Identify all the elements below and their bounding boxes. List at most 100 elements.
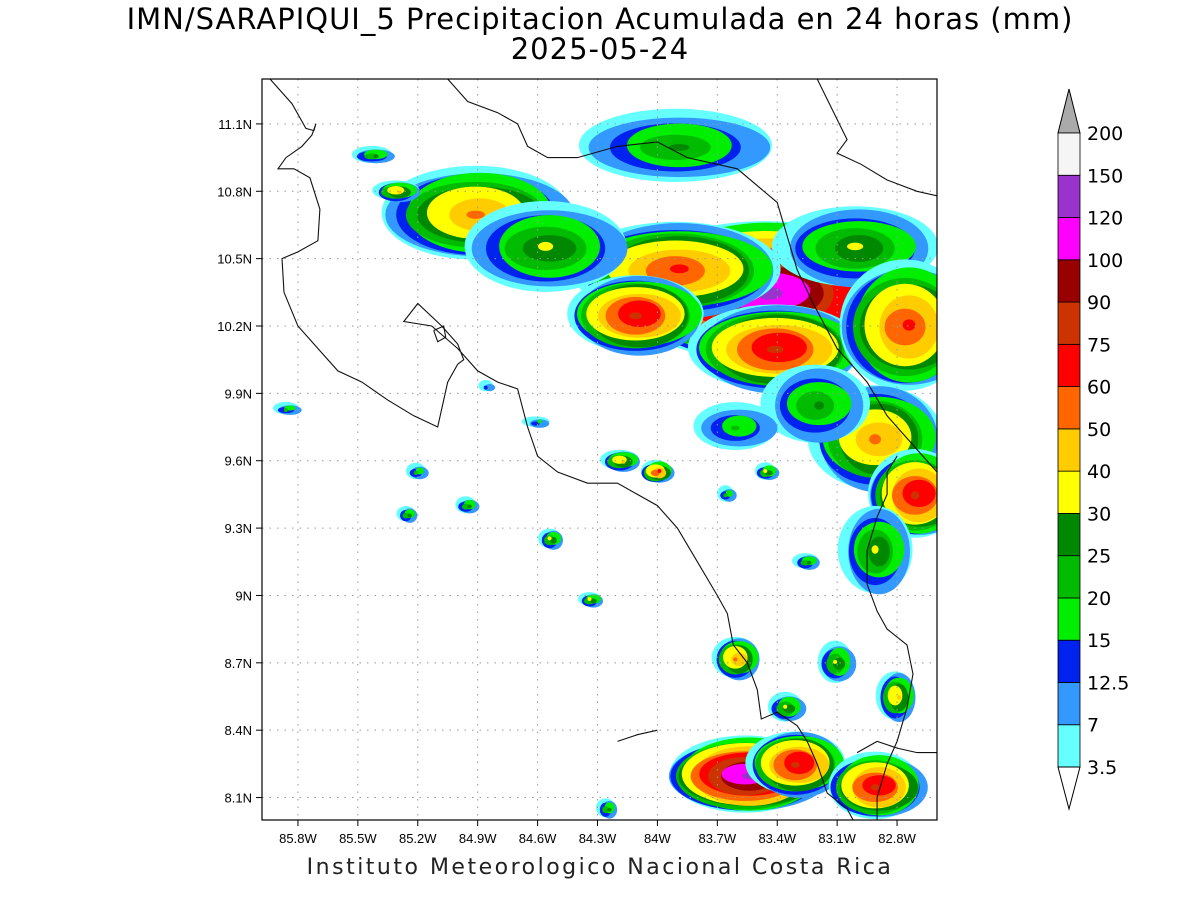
rain-cell — [693, 402, 778, 451]
colorbar-legend: 3.5 7 12.5 15 20 25 30 40 50 60 75 90 100 120 150 200 — [1057, 88, 1129, 811]
rain-cell — [567, 275, 704, 356]
coastline — [617, 729, 658, 742]
colorbar-segment — [1057, 597, 1081, 641]
rain-cell — [875, 671, 916, 722]
lat-tick-label: 9.6N — [225, 454, 252, 469]
rain-contour — [402, 512, 410, 519]
map-date: 2025-05-24 — [510, 32, 690, 66]
rain-contour — [902, 479, 936, 508]
rain-contour — [733, 657, 738, 662]
rain-cell — [792, 553, 820, 570]
rain-contour — [871, 545, 879, 554]
lon-tick-label: 83.7W — [699, 831, 737, 846]
map-title: IMN/SARAPIQUI_5 Precipitacion Acumulada … — [126, 2, 1074, 36]
colorbar-segment — [1057, 555, 1081, 599]
latitude-axis: 11.1N 10.8N 10.5N 10.2N 9.9N 9.6N 9.3N 9N 8.7N 8.… — [217, 117, 262, 806]
lat-tick-label: 8.1N — [225, 791, 252, 806]
colorbar-label: 25 — [1087, 546, 1111, 568]
rain-cell — [372, 180, 421, 203]
lat-tick-label: 10.8N — [217, 184, 252, 199]
rain-contour — [847, 242, 864, 251]
lat-tick-label: 8.4N — [225, 723, 252, 738]
coastline — [866, 455, 914, 820]
lon-tick-label: 85.5W — [339, 831, 377, 846]
rain-contour — [862, 775, 896, 796]
rain-cell — [464, 201, 628, 292]
rain-cell — [538, 528, 563, 550]
rain-contour — [800, 560, 810, 566]
lat-tick-label: 9N — [235, 588, 252, 603]
colorbar-label: 90 — [1087, 292, 1111, 314]
rain-contour — [484, 384, 496, 392]
colorbar-label: 40 — [1087, 461, 1111, 483]
colorbar-label: 60 — [1087, 377, 1111, 399]
lon-tick-label: 83.4W — [758, 831, 796, 846]
lon-tick-label: 84W — [644, 831, 671, 846]
rain-cell — [837, 505, 913, 595]
rain-contour — [730, 425, 740, 431]
rain-cell — [839, 259, 937, 391]
rain-contour — [722, 415, 757, 437]
lat-tick-label: 9.9N — [225, 386, 252, 401]
rain-contour — [833, 657, 846, 670]
rain-contour — [763, 468, 768, 473]
lon-tick-label: 84.9W — [459, 831, 497, 846]
rain-cell — [711, 636, 760, 681]
lat-tick-label: 10.5N — [217, 252, 252, 267]
rain-cell — [717, 485, 737, 502]
rain-contour — [283, 408, 288, 413]
rain-contour — [870, 784, 880, 791]
rain-contour — [397, 190, 403, 195]
rain-contour — [784, 751, 815, 775]
rain-cell — [817, 640, 857, 684]
colorbar-segment — [1057, 386, 1081, 430]
longitude-axis: 85.8W 85.5W 85.2W 84.9W 84.6W 84.3W 84W 83.7W 83… — [279, 820, 917, 846]
colorbar-segment — [1057, 513, 1081, 557]
colorbar-label: 30 — [1087, 503, 1111, 525]
lat-tick-label: 9.3N — [225, 521, 252, 536]
colorbar-segment — [1057, 132, 1081, 176]
rain-contour — [537, 419, 542, 424]
colorbar-segment — [1057, 682, 1081, 726]
rain-contour — [723, 493, 728, 498]
colorbar-label: 75 — [1087, 334, 1111, 356]
precipitation-field — [272, 108, 937, 820]
rain-cell — [760, 364, 871, 443]
colorbar-segment — [1057, 428, 1081, 472]
rain-contour — [407, 513, 412, 518]
rain-contour — [629, 312, 642, 320]
footer-credit: Instituto Meteorologico Nacional Costa R… — [306, 855, 894, 880]
rain-contour — [467, 504, 472, 509]
rain-cell — [767, 691, 807, 722]
coastline — [433, 325, 447, 343]
colorbar-segment — [1057, 639, 1081, 683]
rain-cell — [828, 751, 928, 820]
lon-tick-label: 85.8W — [279, 831, 317, 846]
rain-contour — [537, 241, 554, 251]
rain-contour — [373, 154, 379, 159]
coastline — [269, 79, 854, 820]
colorbar-segment — [1057, 301, 1081, 345]
colorbar-under-triangle — [1057, 766, 1081, 811]
rain-contour — [461, 503, 470, 510]
rain-cell — [599, 449, 640, 472]
rain-contour — [466, 210, 485, 219]
rain-contour — [669, 144, 690, 151]
colorbar-segment — [1057, 724, 1081, 768]
lon-tick-label: 83.1W — [818, 831, 856, 846]
rain-cell — [351, 145, 395, 164]
rain-contour — [897, 695, 902, 700]
colorbar-over-triangle — [1057, 88, 1081, 134]
rain-contour — [670, 264, 689, 274]
rain-contour — [766, 345, 784, 354]
lat-tick-label: 8.7N — [225, 656, 252, 671]
rain-contour — [607, 807, 612, 812]
rain-contour — [657, 468, 662, 473]
rain-cell — [745, 731, 846, 798]
lon-tick-label: 85.2W — [399, 831, 437, 846]
rain-contour — [590, 598, 597, 604]
lat-tick-label: 11.1N — [218, 117, 252, 132]
colorbar-label: 12.5 — [1087, 672, 1129, 694]
lat-tick-label: 10.2N — [217, 319, 252, 334]
